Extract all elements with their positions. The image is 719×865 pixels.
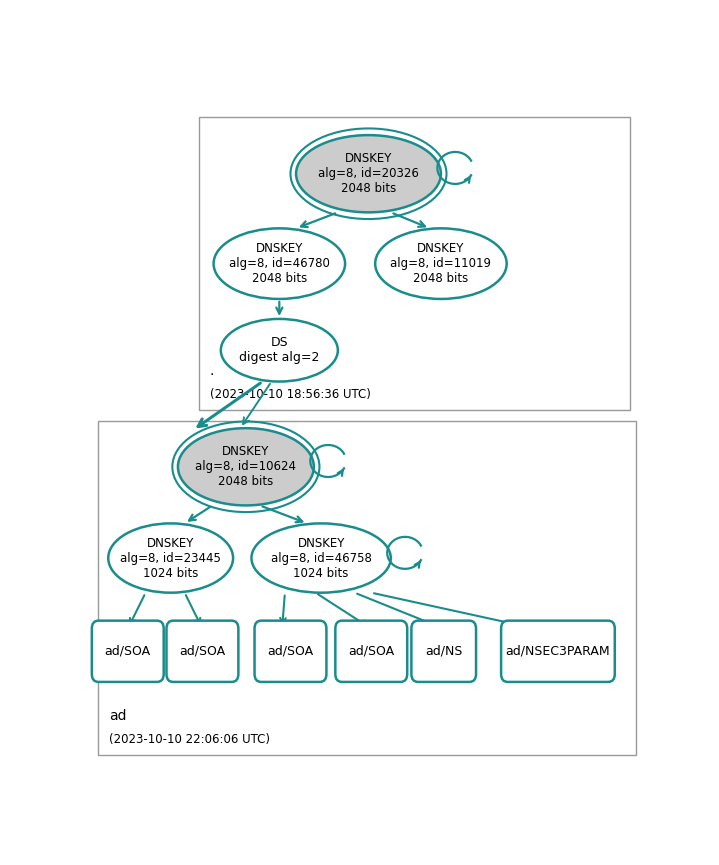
FancyBboxPatch shape — [335, 621, 407, 682]
Ellipse shape — [214, 228, 345, 299]
Text: (2023-10-10 18:56:36 UTC): (2023-10-10 18:56:36 UTC) — [210, 388, 370, 400]
Text: ad/NSEC3PARAM: ad/NSEC3PARAM — [505, 644, 610, 657]
FancyBboxPatch shape — [198, 117, 631, 410]
Text: DNSKEY
alg=8, id=46780
2048 bits: DNSKEY alg=8, id=46780 2048 bits — [229, 242, 330, 285]
Text: DNSKEY
alg=8, id=20326
2048 bits: DNSKEY alg=8, id=20326 2048 bits — [318, 152, 419, 195]
Ellipse shape — [375, 228, 507, 299]
Ellipse shape — [109, 523, 233, 593]
Text: DNSKEY
alg=8, id=23445
1024 bits: DNSKEY alg=8, id=23445 1024 bits — [120, 536, 221, 580]
FancyBboxPatch shape — [167, 621, 239, 682]
Text: ad/NS: ad/NS — [425, 644, 462, 657]
FancyBboxPatch shape — [411, 621, 476, 682]
Text: DNSKEY
alg=8, id=46758
1024 bits: DNSKEY alg=8, id=46758 1024 bits — [270, 536, 372, 580]
Ellipse shape — [252, 523, 391, 593]
Text: (2023-10-10 22:06:06 UTC): (2023-10-10 22:06:06 UTC) — [109, 733, 270, 746]
Text: DS
digest alg=2: DS digest alg=2 — [239, 336, 319, 364]
Text: ad/SOA: ad/SOA — [179, 644, 226, 657]
Ellipse shape — [221, 319, 338, 381]
Text: ad/SOA: ad/SOA — [267, 644, 313, 657]
Text: DNSKEY
alg=8, id=11019
2048 bits: DNSKEY alg=8, id=11019 2048 bits — [390, 242, 491, 285]
FancyBboxPatch shape — [99, 421, 636, 755]
Text: ad: ad — [109, 709, 127, 723]
Text: DNSKEY
alg=8, id=10624
2048 bits: DNSKEY alg=8, id=10624 2048 bits — [196, 445, 296, 489]
FancyBboxPatch shape — [255, 621, 326, 682]
FancyBboxPatch shape — [92, 621, 164, 682]
Ellipse shape — [178, 428, 314, 505]
Text: ad/SOA: ad/SOA — [105, 644, 151, 657]
Text: .: . — [210, 364, 214, 378]
FancyBboxPatch shape — [501, 621, 615, 682]
Ellipse shape — [296, 135, 441, 213]
Text: ad/SOA: ad/SOA — [348, 644, 394, 657]
